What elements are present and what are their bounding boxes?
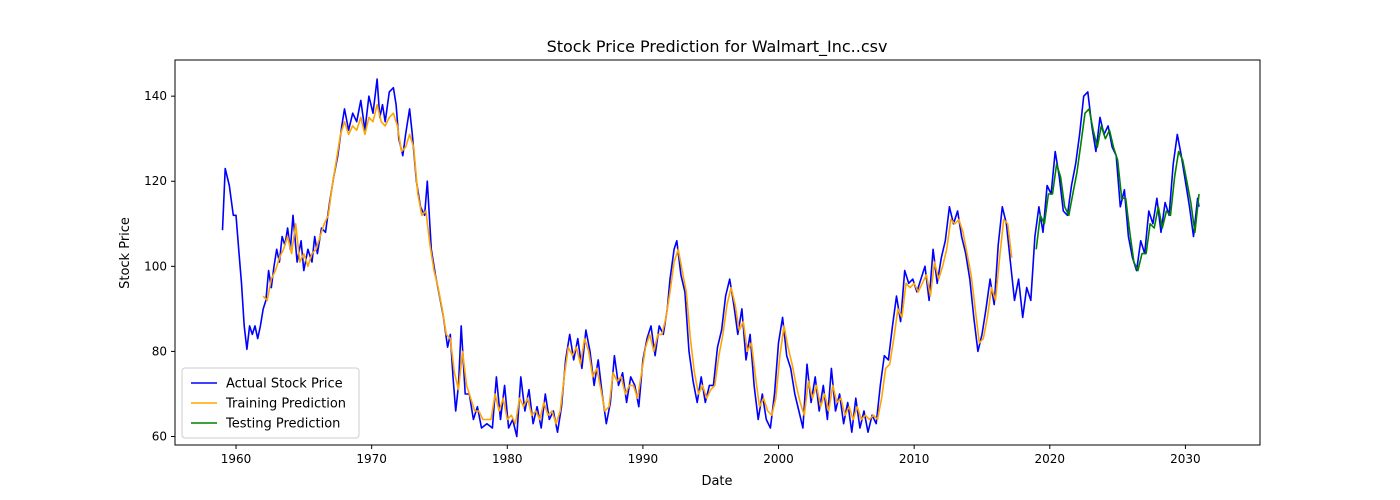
legend-label-2: Testing Prediction <box>225 417 340 432</box>
series-line-2 <box>1035 108 1200 272</box>
plot-frame <box>174 59 1261 446</box>
y-tick-label-1: 80 <box>152 344 167 358</box>
x-tick-label-2: 1980 <box>492 452 523 466</box>
y-tick-label-4: 140 <box>144 89 167 103</box>
y-tick-label-0: 60 <box>152 429 167 443</box>
y-tick-label-2: 100 <box>144 259 167 273</box>
x-tick-label-4: 2000 <box>763 452 794 466</box>
axis-ticks: 1960 1970 1980 1990 2000 2010 2020 2030 60 80 100 1… <box>144 89 1201 466</box>
x-tick-label-3: 1990 <box>628 452 659 466</box>
legend-label-1: Training Prediction <box>225 397 346 412</box>
x-tick-label-0: 1960 <box>221 452 252 466</box>
y-axis-label: Stock Price <box>118 217 133 289</box>
legend-box <box>181 367 360 439</box>
x-tick-label-5: 2010 <box>899 452 930 466</box>
plot-area <box>221 78 1200 438</box>
series-line-1 <box>262 103 1013 425</box>
legend-label-0: Actual Stock Price <box>226 377 343 392</box>
x-axis-label: Date <box>701 474 732 489</box>
chart-title: Stock Price Prediction for Walmart_Inc..… <box>547 37 888 57</box>
x-tick-label-6: 2020 <box>1035 452 1066 466</box>
y-tick-label-3: 120 <box>144 174 167 188</box>
x-tick-label-7: 2030 <box>1170 452 1201 466</box>
legend: Actual Stock Price Training Prediction Tes… <box>181 367 360 439</box>
x-tick-label-1: 1970 <box>356 452 387 466</box>
series-line-0 <box>221 78 1200 438</box>
